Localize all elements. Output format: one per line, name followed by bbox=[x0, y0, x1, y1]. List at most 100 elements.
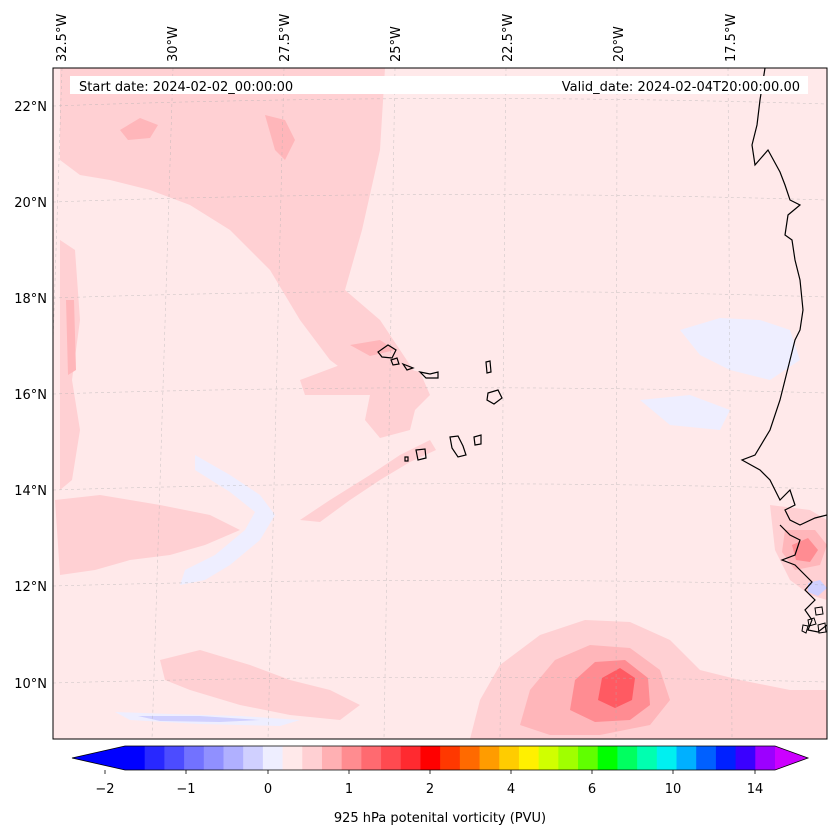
lat-label-20n: 20°N bbox=[14, 196, 47, 211]
colorbar-swatch bbox=[696, 746, 717, 770]
colorbar-swatch bbox=[656, 746, 678, 770]
colorbar-swatch bbox=[381, 746, 402, 770]
cbar-tick-label-neg1: −1 bbox=[176, 782, 195, 797]
island-east-small bbox=[418, 371, 439, 379]
pv-region-streak bbox=[300, 440, 436, 522]
guinea-coastline bbox=[779, 524, 827, 633]
cbar-tick-label-4: 4 bbox=[507, 782, 515, 797]
colorbar bbox=[71, 745, 810, 774]
africa-coastline bbox=[740, 68, 827, 526]
lon-label-27-5w: 27.5°W bbox=[278, 14, 293, 62]
bissagos-islands bbox=[801, 606, 827, 634]
colorbar-swatch bbox=[400, 746, 421, 770]
colorbar-swatch bbox=[420, 746, 441, 770]
colorbar-swatch bbox=[282, 746, 303, 770]
colorbar-swatch bbox=[715, 746, 737, 770]
colorbar-swatch bbox=[676, 746, 697, 770]
pv-region-west-lower bbox=[55, 495, 240, 575]
colorbar-swatch bbox=[223, 746, 244, 770]
colorbar-swatch bbox=[144, 746, 165, 770]
pv-region-southwest bbox=[160, 650, 360, 720]
colorbar-swatch bbox=[755, 746, 776, 770]
pv-region-north-patch-2 bbox=[265, 115, 295, 160]
lat-label-10n: 10°N bbox=[14, 677, 47, 692]
lat-label-22n: 22°N bbox=[14, 100, 47, 115]
colorbar-tick-labels: −2 −1 0 1 2 4 6 10 14 bbox=[95, 782, 763, 797]
pv-region-blue-east-2 bbox=[640, 395, 730, 430]
pv-region-north-plume bbox=[60, 68, 420, 400]
island-brava bbox=[404, 456, 409, 462]
pv-region-blue-core bbox=[138, 716, 260, 722]
title-bar bbox=[70, 76, 808, 94]
gridlines bbox=[53, 68, 827, 739]
colorbar-swatch bbox=[518, 746, 540, 770]
colorbar-swatch bbox=[184, 746, 205, 770]
colorbar-over-arrow bbox=[775, 746, 808, 770]
cbar-tick-label-0: 0 bbox=[264, 782, 272, 797]
pv-region-blue-east bbox=[680, 318, 800, 380]
lat-label-18n: 18°N bbox=[14, 292, 47, 307]
colorbar-swatch bbox=[597, 746, 618, 770]
pv-region-north-patch bbox=[120, 118, 158, 140]
lon-label-20w: 20°W bbox=[612, 26, 627, 62]
island-santiago bbox=[449, 435, 467, 458]
island-santo-antao bbox=[377, 344, 397, 359]
lon-label-30w: 30°W bbox=[166, 26, 181, 62]
longitude-labels: 32.5°W 30°W 27.5°W 25°W 22.5°W 20°W 17.5… bbox=[55, 14, 739, 62]
colorbar-label: 925 hPa potenital vorticity (PVU) bbox=[334, 811, 546, 826]
lat-label-12n: 12°N bbox=[14, 580, 47, 595]
lon-label-22-5w: 22.5°W bbox=[501, 14, 516, 62]
pv-region-blue-coast bbox=[808, 580, 827, 596]
map-frame bbox=[52, 67, 828, 740]
island-fogo bbox=[415, 448, 427, 461]
colorbar-swatch bbox=[617, 746, 638, 770]
colorbar-outline bbox=[71, 745, 810, 771]
lon-label-25w: 25°W bbox=[389, 26, 404, 62]
lon-label-32-5w: 32.5°W bbox=[55, 14, 70, 62]
island-sal bbox=[485, 360, 492, 374]
island-boa-vista bbox=[486, 389, 503, 405]
colorbar-swatch bbox=[558, 746, 579, 770]
cbar-tick-label-14: 14 bbox=[747, 782, 764, 797]
lat-label-14n: 14°N bbox=[14, 484, 47, 499]
colorbar-swatch bbox=[361, 746, 382, 770]
lon-label-17-5w: 17.5°W bbox=[724, 14, 739, 62]
colorbar-swatch bbox=[735, 746, 756, 770]
colorbar-swatch bbox=[459, 746, 481, 770]
colorbar-swatch bbox=[578, 746, 599, 770]
pv-region-cape-verde-strip bbox=[350, 340, 395, 356]
colorbar-swatch bbox=[302, 746, 323, 770]
map-panel bbox=[53, 68, 827, 739]
cbar-tick-label-2: 2 bbox=[426, 782, 434, 797]
latitude-labels: 22°N 20°N 18°N 16°N 14°N 12°N 10°N bbox=[14, 100, 47, 692]
colorbar-swatch bbox=[479, 746, 500, 770]
cbar-tick-label-neg2: −2 bbox=[95, 782, 114, 797]
colorbar-swatch bbox=[499, 746, 520, 770]
colorbar-under-arrow bbox=[72, 746, 125, 770]
colorbar-swatch bbox=[164, 746, 185, 770]
pv-region-blue-arc bbox=[180, 455, 275, 585]
island-sao-nicolau bbox=[401, 362, 415, 371]
valid-date-label: Valid_date: 2024-02-04T20:00:00.00 bbox=[562, 80, 800, 95]
colorbar-swatch bbox=[440, 746, 461, 770]
cbar-tick-label-10: 10 bbox=[665, 782, 682, 797]
colorbar-swatch bbox=[243, 746, 264, 770]
pv-region-west-streak bbox=[66, 300, 76, 375]
start-date-label: Start date: 2024-02-02_00:00:00 bbox=[79, 80, 293, 95]
island-maio bbox=[473, 434, 482, 446]
cbar-tick-label-6: 6 bbox=[588, 782, 596, 797]
pv-region-cape-verde bbox=[300, 362, 430, 438]
colorbar-swatch bbox=[125, 746, 146, 770]
lat-label-16n: 16°N bbox=[14, 388, 47, 403]
colorbar-swatch bbox=[637, 746, 658, 770]
colorbar-swatch bbox=[203, 746, 224, 770]
colorbar-swatch bbox=[538, 746, 559, 770]
colorbar-swatch bbox=[262, 746, 284, 770]
island-sao-vicente bbox=[390, 357, 400, 366]
cbar-tick-label-1: 1 bbox=[345, 782, 353, 797]
colorbar-swatch bbox=[321, 746, 343, 770]
colorbar-swatch bbox=[341, 746, 362, 770]
cape-verde-islands bbox=[377, 344, 503, 462]
